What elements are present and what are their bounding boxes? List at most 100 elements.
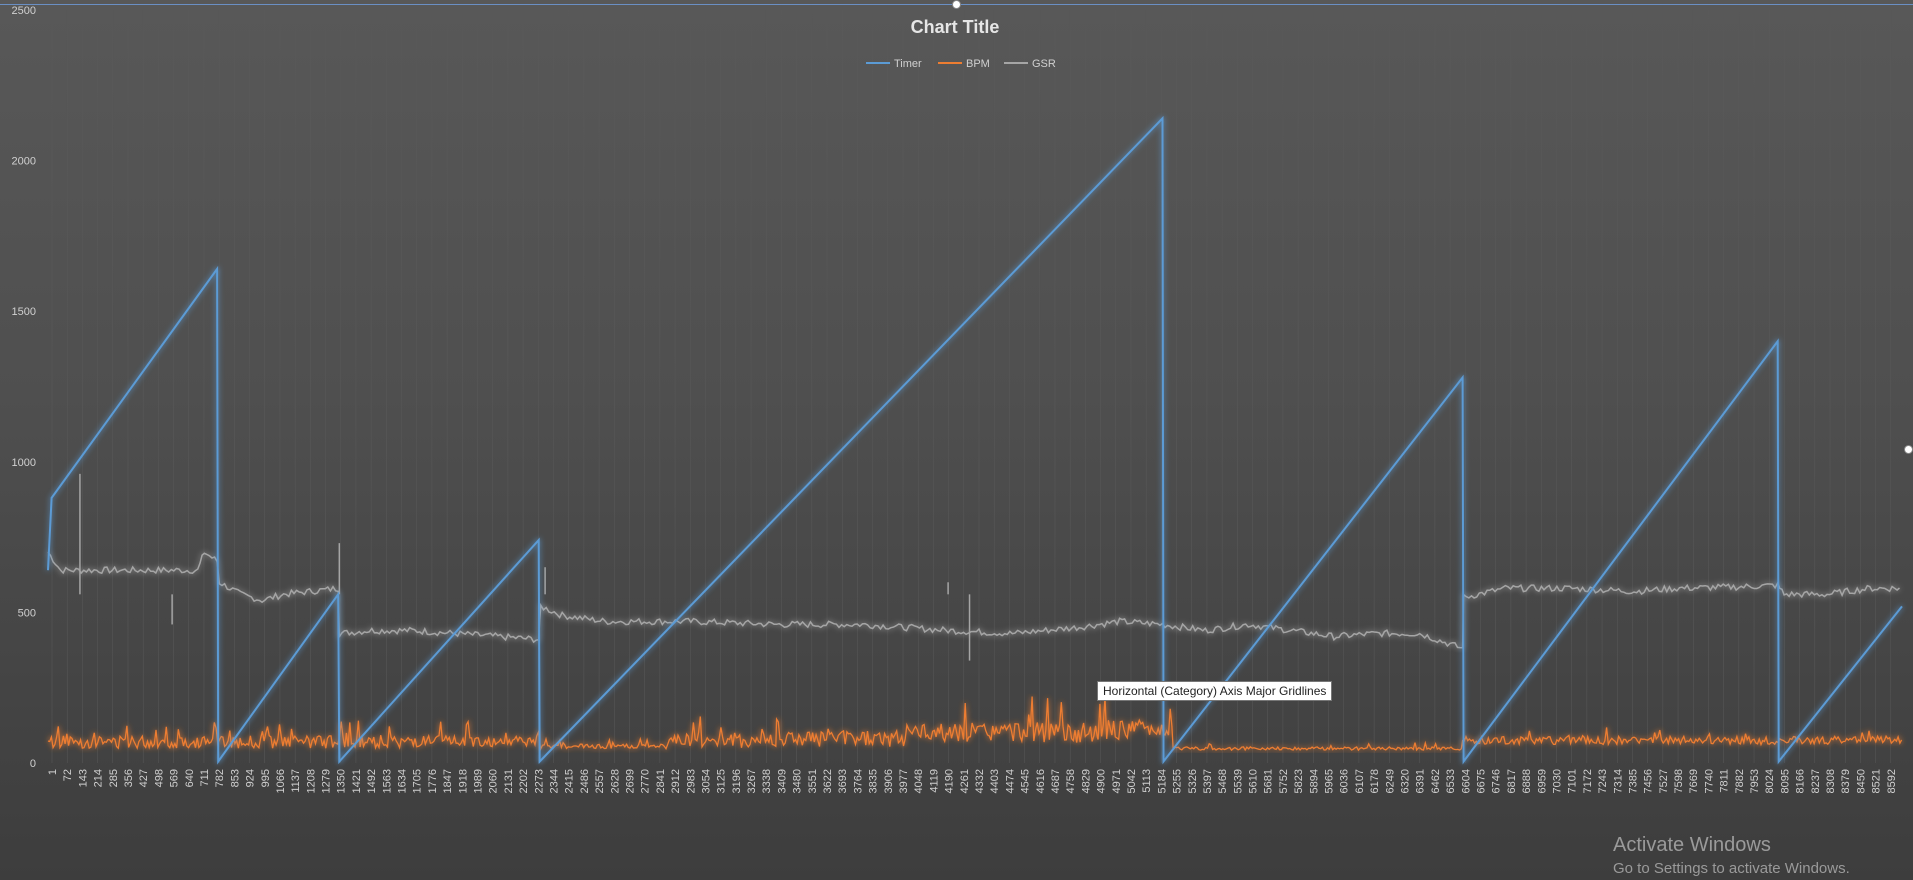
- x-tick-label: 4971: [1111, 769, 1123, 793]
- series-line-gsr[interactable]: [47, 551, 1900, 649]
- x-tick-label: 7811: [1719, 769, 1731, 793]
- x-tick-label: 1279: [321, 769, 333, 793]
- x-tick-label: 5468: [1217, 769, 1229, 793]
- x-tick-label: 7385: [1627, 769, 1639, 793]
- x-tick-label: 5184: [1156, 769, 1168, 793]
- x-tick-label: 6178: [1369, 769, 1381, 793]
- x-tick-label: 1137: [290, 769, 302, 793]
- x-tick-label: 5397: [1202, 769, 1214, 793]
- x-tick-label: 4048: [913, 769, 925, 793]
- resize-handle-top[interactable]: [952, 0, 961, 9]
- x-tick-label: 6746: [1491, 769, 1503, 793]
- x-tick-label: 2060: [488, 769, 500, 793]
- x-tick-label: 7598: [1673, 769, 1685, 793]
- x-tick-label: 3551: [807, 769, 819, 793]
- x-tick-label: 4900: [1096, 769, 1108, 793]
- x-tick-label: 2202: [518, 769, 530, 793]
- legend-label-bpm: BPM: [966, 58, 990, 70]
- x-tick-label: 6036: [1339, 769, 1351, 793]
- x-tick-label: 924: [245, 769, 257, 787]
- y-tick-label: 500: [18, 607, 36, 619]
- legend-label-gsr: GSR: [1032, 58, 1056, 70]
- x-tick-label: 7740: [1703, 769, 1715, 793]
- x-tick-label: 4545: [1020, 769, 1032, 793]
- gridlines-tooltip: Horizontal (Category) Axis Major Gridlin…: [1097, 681, 1333, 701]
- x-tick-label: 1989: [473, 769, 485, 793]
- x-tick-label: 1: [47, 769, 59, 775]
- x-tick-label: 6107: [1354, 769, 1366, 793]
- x-tick-label: 6533: [1445, 769, 1457, 793]
- x-tick-label: 3125: [716, 769, 728, 793]
- x-tick-label: 5894: [1308, 769, 1320, 793]
- x-tick-label: 995: [260, 769, 272, 787]
- x-tick-label: 2912: [670, 769, 682, 793]
- x-tick-label: 8024: [1764, 769, 1776, 793]
- x-tick-label: 1492: [366, 769, 378, 793]
- x-tick-label: 6320: [1400, 769, 1412, 793]
- x-tick-label: 5681: [1263, 769, 1275, 793]
- x-tick-label: 72: [62, 769, 74, 781]
- x-tick-label: 6888: [1521, 769, 1533, 793]
- x-tick-label: 5965: [1324, 769, 1336, 793]
- y-tick-label: 1000: [12, 457, 36, 469]
- x-tick-label: 7243: [1597, 769, 1609, 793]
- x-tick-label: 356: [123, 769, 135, 787]
- x-tick-label: 5113: [1141, 769, 1153, 793]
- x-tick-label: 2415: [564, 769, 576, 793]
- x-tick-label: 1847: [442, 769, 454, 793]
- x-tick-label: 2273: [533, 769, 545, 793]
- activate-windows-watermark: Activate Windows Go to Settings to activ…: [1613, 834, 1850, 877]
- x-tick-label: 498: [153, 769, 165, 787]
- x-tick-label: 1776: [427, 769, 439, 793]
- x-tick-label: 1208: [305, 769, 317, 793]
- x-tick-label: 1066: [275, 769, 287, 793]
- x-tick-label: 4687: [1050, 769, 1062, 793]
- watermark-subtitle: Go to Settings to activate Windows.: [1613, 860, 1850, 877]
- x-tick-label: 711: [199, 769, 211, 787]
- y-tick-label: 2500: [12, 5, 36, 17]
- x-tick-label: 3906: [883, 769, 895, 793]
- x-tick-label: 3835: [868, 769, 880, 793]
- x-tick-label: 5610: [1248, 769, 1260, 793]
- x-tick-label: 6604: [1460, 769, 1472, 793]
- x-tick-label: 2699: [624, 769, 636, 793]
- chart-title[interactable]: Chart Title: [911, 17, 1000, 37]
- x-tick-label: 1918: [457, 769, 469, 793]
- x-tick-label: 7030: [1551, 769, 1563, 793]
- x-tick-label: 5823: [1293, 769, 1305, 793]
- x-tick-label: 7172: [1582, 769, 1594, 793]
- x-tick-label: 8450: [1855, 769, 1867, 793]
- x-tick-label: 7314: [1612, 769, 1624, 793]
- x-tick-label: 2841: [655, 769, 667, 793]
- x-tick-label: 3764: [852, 769, 864, 793]
- series-line-bpm[interactable]: [47, 696, 1903, 752]
- x-tick-label: 2131: [503, 769, 515, 793]
- y-tick-label: 1500: [12, 306, 36, 318]
- x-tick-label: 2770: [640, 769, 652, 793]
- legend-label-timer: Timer: [894, 58, 922, 70]
- x-tick-label: 1421: [351, 769, 363, 793]
- x-tick-label: 427: [138, 769, 150, 787]
- x-tick-label: 3977: [898, 769, 910, 793]
- x-tick-label: 6462: [1430, 769, 1442, 793]
- x-tick-label: 1705: [412, 769, 424, 793]
- x-tick-label: 3693: [837, 769, 849, 793]
- x-tick-label: 4119: [928, 769, 940, 793]
- x-tick-label: 4332: [974, 769, 986, 793]
- x-tick-label: 4261: [959, 769, 971, 793]
- x-tick-label: 569: [169, 769, 181, 787]
- x-tick-label: 3196: [731, 769, 743, 793]
- x-tick-label: 4829: [1080, 769, 1092, 793]
- x-tick-label: 2344: [548, 769, 560, 793]
- x-tick-label: 6817: [1506, 769, 1518, 793]
- x-tick-label: 143: [77, 769, 89, 787]
- x-tick-label: 7882: [1734, 769, 1746, 793]
- x-tick-label: 2983: [685, 769, 697, 793]
- x-tick-label: 285: [108, 769, 120, 787]
- legend[interactable]: Timer BPM GSR: [866, 58, 1056, 70]
- x-tick-label: 6675: [1475, 769, 1487, 793]
- series-line-timer[interactable]: [47, 115, 1903, 765]
- x-tick-label: 214: [93, 769, 105, 787]
- x-tick-label: 853: [229, 769, 241, 787]
